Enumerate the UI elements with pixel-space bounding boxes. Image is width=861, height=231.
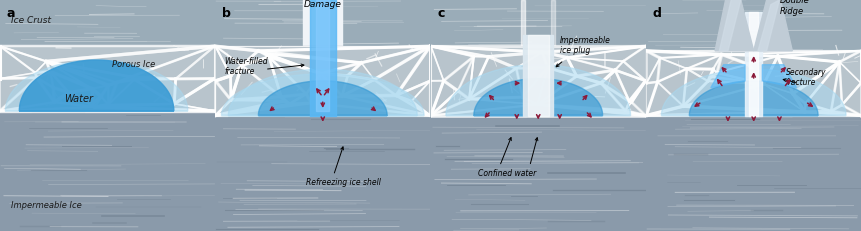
Polygon shape (711, 65, 745, 88)
Text: Refreezing ice shell: Refreezing ice shell (306, 178, 381, 187)
Text: Water-filled
fracture: Water-filled fracture (224, 57, 268, 76)
Polygon shape (690, 81, 818, 116)
Polygon shape (228, 69, 418, 116)
Polygon shape (719, 0, 740, 51)
Polygon shape (258, 81, 387, 116)
Text: b: b (222, 7, 231, 20)
Text: Double
Ridge: Double Ridge (779, 0, 809, 16)
Text: Water: Water (65, 94, 93, 104)
Polygon shape (5, 60, 188, 111)
Polygon shape (758, 0, 779, 51)
Text: Porous Ice: Porous Ice (112, 60, 155, 69)
Polygon shape (753, 0, 792, 51)
Polygon shape (474, 79, 603, 116)
Text: Ice Crust: Ice Crust (10, 16, 51, 25)
Polygon shape (762, 65, 796, 88)
Text: Secondary
fracture: Secondary fracture (786, 68, 827, 88)
Polygon shape (446, 65, 630, 116)
Text: d: d (653, 7, 662, 20)
Polygon shape (19, 60, 174, 111)
Text: c: c (437, 7, 445, 20)
Text: Damage: Damage (304, 0, 342, 9)
Polygon shape (221, 74, 424, 116)
Text: a: a (6, 7, 15, 20)
Polygon shape (715, 0, 753, 51)
Text: Impermeable Ice: Impermeable Ice (10, 201, 82, 210)
Text: Confined water: Confined water (478, 169, 536, 178)
Text: Impermeable
ice plug: Impermeable ice plug (560, 36, 610, 55)
Polygon shape (661, 69, 846, 116)
